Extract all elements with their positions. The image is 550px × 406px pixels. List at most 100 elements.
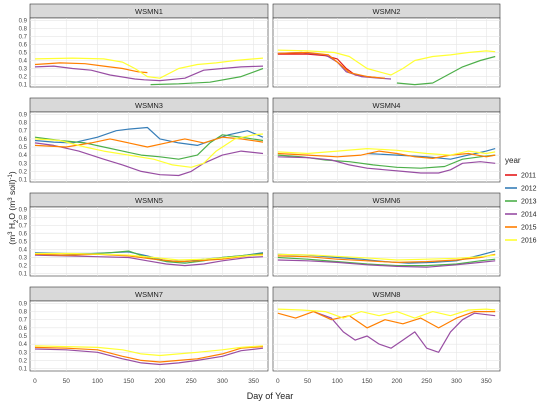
y-tick-label: 0.4	[19, 342, 28, 348]
gridlines	[273, 18, 500, 87]
facet-panel: WSMN5 0.1 0.2 0.3 0.4 0.5 0.6 0.7 0.8 0.9	[19, 192, 269, 278]
y-tick-label: 0.8	[19, 121, 28, 127]
y-tick-label: 0.7	[19, 318, 28, 324]
y-tick-label: 0.9	[19, 207, 28, 213]
legend-item: 2015	[505, 225, 537, 232]
x-tick-label: 150	[123, 378, 134, 385]
y-tick-label: 0.2	[19, 358, 28, 364]
y-tick-label: 0.7	[19, 34, 28, 40]
facet-panel: WSMN4	[272, 97, 501, 183]
y-tick-label: 0.9	[19, 301, 28, 307]
legend-label: 2012	[521, 186, 537, 193]
y-tick-label: 0.3	[19, 350, 28, 356]
series-line-2013	[34, 134, 264, 160]
x-tick-label: 0	[276, 378, 280, 385]
y-axis-label: (m3 H2O (m3 soil)-1)	[7, 171, 20, 245]
series-line-2016	[277, 49, 496, 76]
facet-title: WSMN4	[373, 101, 401, 110]
legend-label: 2015	[521, 225, 537, 232]
series-line-2016	[34, 57, 264, 79]
y-tick-label: 0.4	[19, 248, 28, 254]
series-line-2014	[277, 259, 496, 268]
y-tick-label: 0.8	[19, 215, 28, 221]
series-line-2014	[34, 65, 264, 82]
y-tick-label: 0.2	[19, 75, 28, 81]
series-line-2014	[34, 347, 264, 366]
legend-label: 2016	[521, 238, 537, 245]
y-tick-label: 0.2	[19, 169, 28, 175]
legend-item: 2014	[505, 212, 537, 219]
y-tick-label: 0.6	[19, 137, 28, 143]
facet-panel: WSMN7 0.1 0.2 0.3 0.4 0.5 0.6 0.7 0.8 0.9	[19, 286, 269, 373]
y-tick-label: 0.1	[19, 272, 28, 278]
y-tick-label: 0.5	[19, 240, 28, 246]
y-tick-label: 0.3	[19, 161, 28, 167]
y-tick-label: 0.1	[19, 367, 28, 373]
gridlines	[273, 301, 500, 371]
series-line-2013	[150, 67, 264, 86]
legend-item: 2011	[505, 173, 536, 180]
facet-panel: WSMN6	[272, 192, 501, 277]
facet-title: WSMN7	[135, 290, 163, 299]
series-line-2016	[277, 308, 496, 319]
x-tick-label: 250	[421, 378, 432, 385]
series-line-2014	[277, 156, 496, 174]
legend-item: 2012	[505, 186, 537, 193]
facet-title: WSMN6	[373, 196, 401, 205]
series-line-2014	[313, 311, 496, 353]
series-line-2016	[34, 345, 264, 357]
series-line-2016	[34, 133, 264, 168]
x-tick-label: 0	[33, 378, 37, 385]
series-line-2016	[277, 148, 496, 156]
series-line-2012	[367, 148, 496, 160]
x-tick-label: 300	[217, 378, 228, 385]
y-tick-label: 0.9	[19, 112, 28, 118]
y-tick-label: 0.5	[19, 51, 28, 57]
y-tick-label: 0.7	[19, 223, 28, 229]
legend-label: 2011	[521, 173, 536, 180]
y-tick-label: 0.3	[19, 67, 28, 73]
y-tick-label: 0.6	[19, 326, 28, 332]
series-line-2015	[277, 150, 496, 159]
x-tick-label: 200	[391, 378, 402, 385]
y-tick-label: 0.3	[19, 256, 28, 262]
series-line-2013	[396, 55, 496, 86]
facet-title: WSMN2	[373, 7, 401, 16]
facet-panel: WSMN3 0.1 0.2 0.3 0.4 0.5 0.6 0.7 0.8 0.9	[19, 97, 269, 184]
facet-title: WSMN8	[373, 290, 401, 299]
x-tick-label: 350	[481, 378, 492, 385]
series-line-2015	[277, 311, 496, 329]
series-line-2015	[34, 62, 148, 74]
y-tick-label: 0.2	[19, 264, 28, 270]
x-tick-label: 100	[92, 378, 103, 385]
y-tick-label: 0.6	[19, 42, 28, 48]
series-line-2015	[34, 253, 264, 263]
y-tick-label: 0.1	[19, 83, 28, 89]
y-tick-label: 0.8	[19, 310, 28, 316]
facet-panel: WSMN1 0.1 0.2 0.3 0.4 0.5 0.6 0.7 0.8 0.9	[19, 3, 269, 89]
y-tick-label: 0.6	[19, 231, 28, 237]
facet-title: WSMN3	[135, 101, 163, 110]
x-tick-label: 350	[248, 378, 259, 385]
gridlines	[273, 112, 500, 182]
series-line-2015	[277, 253, 496, 263]
series-line-2016	[35, 252, 263, 261]
series-line-2014	[34, 254, 264, 267]
y-tick-label: 0.4	[19, 59, 28, 65]
x-axis-ticks: 0 50 100 150 200 250 300 350 0 50 100 150 200 250 300 3…	[33, 378, 492, 385]
series-line-2015	[34, 346, 264, 363]
facet-title: WSMN1	[135, 7, 163, 16]
facet-panel: WSMN8	[272, 286, 501, 372]
x-tick-label: 50	[63, 378, 71, 385]
y-tick-label: 0.8	[19, 26, 28, 32]
y-tick-label: 0.5	[19, 145, 28, 151]
legend: year 2011 2012 2013 2014 2015 2016	[505, 156, 537, 245]
y-tick-label: 0.9	[19, 18, 28, 24]
y-tick-label: 0.7	[19, 129, 28, 135]
facet-panel: WSMN2	[272, 3, 501, 88]
x-tick-label: 100	[332, 378, 343, 385]
series-line-2015	[34, 136, 264, 148]
y-tick-label: 0.5	[19, 334, 28, 340]
series-line-2013	[277, 256, 496, 267]
